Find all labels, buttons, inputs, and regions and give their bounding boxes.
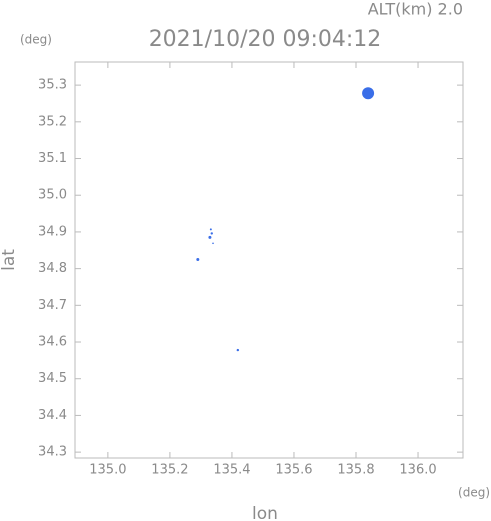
x-tick-label: 135.0	[89, 463, 126, 478]
y-tick-label: 34.7	[38, 298, 67, 313]
y-tick-label: 34.9	[38, 224, 67, 239]
x-axis-label: lon	[252, 504, 278, 521]
y-tick-label: 34.6	[38, 335, 67, 350]
x-tick-label: 135.8	[337, 463, 374, 478]
y-tick-label: 35.2	[38, 114, 67, 129]
y-tick-label: 35.3	[38, 78, 67, 93]
data-point	[236, 348, 240, 352]
y-tick-label: 34.8	[38, 261, 67, 276]
y-tick-label: 35.0	[38, 188, 67, 203]
data-point	[208, 235, 212, 239]
x-unit: (deg)	[458, 486, 490, 500]
y-unit: (deg)	[20, 33, 52, 47]
data-point	[362, 87, 375, 100]
data-point	[209, 228, 212, 231]
x-tick-label: 135.4	[213, 463, 250, 478]
x-tick-label: 135.2	[151, 463, 188, 478]
y-tick-label: 34.5	[38, 371, 67, 386]
altitude-label: ALT(km) 2.0	[368, 0, 463, 19]
y-axis-label: lat	[0, 249, 19, 271]
plot-frame	[74, 61, 464, 459]
data-point	[210, 232, 213, 235]
x-tick-label: 136.0	[399, 463, 436, 478]
data-point	[196, 257, 200, 261]
y-tick-label: 34.4	[38, 408, 67, 423]
x-tick-label: 135.6	[275, 463, 312, 478]
y-tick-label: 34.3	[38, 445, 67, 460]
data-point	[212, 242, 214, 245]
chart-title: 2021/10/20 09:04:12	[149, 27, 382, 52]
y-tick-label: 35.1	[38, 151, 67, 166]
